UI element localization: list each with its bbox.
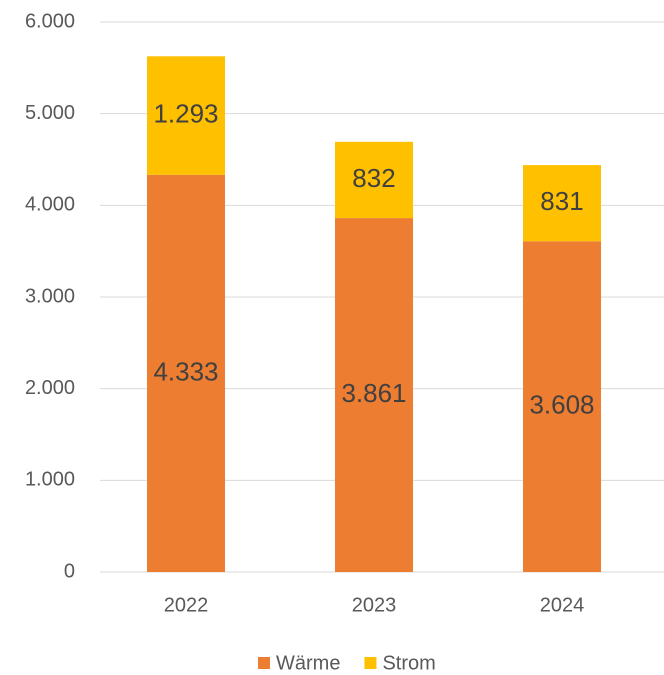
data-label: 4.333	[153, 356, 218, 386]
y-tick-label: 0	[64, 560, 75, 582]
data-label: 1.293	[153, 98, 218, 128]
legend-label: Wärme	[276, 652, 340, 674]
x-tick-label: 2022	[164, 594, 209, 616]
legend-swatch	[364, 657, 377, 669]
bar-segment	[147, 174, 225, 572]
y-tick-label: 5.000	[25, 102, 75, 124]
data-label: 3.608	[529, 390, 594, 420]
bar-segment	[335, 218, 413, 572]
y-tick-label: 6.000	[25, 10, 75, 32]
legend-label: Strom	[382, 652, 435, 674]
x-tick-label: 2023	[352, 594, 397, 616]
y-tick-label: 4.000	[25, 194, 75, 216]
y-tick-label: 1.000	[25, 469, 75, 491]
y-tick-label: 3.000	[25, 285, 75, 307]
bar-segment	[335, 141, 413, 219]
data-label: 831	[540, 186, 583, 216]
bar-segment	[147, 56, 225, 175]
bar-segment	[523, 165, 601, 242]
data-label: 3.861	[341, 378, 406, 408]
bar-segment	[523, 241, 601, 572]
data-label: 832	[352, 163, 395, 193]
x-tick-label: 2024	[540, 594, 585, 616]
legend-swatch	[258, 657, 270, 669]
y-tick-label: 2.000	[25, 377, 75, 399]
